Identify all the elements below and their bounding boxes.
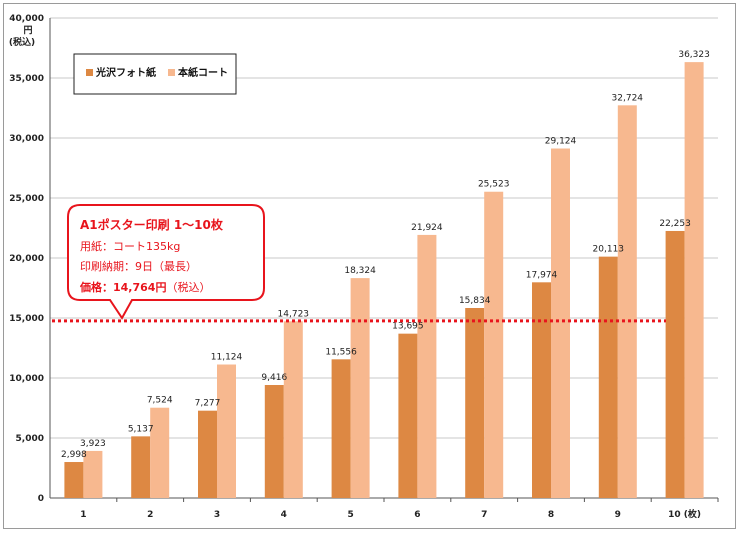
x-tick-label: 7 [481,510,487,520]
bar-coated-7 [484,191,504,498]
bar-glossy-9 [598,256,618,498]
x-tick-label: 3 [214,510,220,520]
callout-paper: 用紙：コート135kg [80,239,180,253]
callout-bubble [67,204,265,320]
data-label: 15,834 [459,296,491,306]
legend-swatch-glossy [86,69,93,76]
data-label: 5,137 [128,424,154,434]
y-tick-label: 30,000 [9,134,44,144]
data-label: 11,124 [211,353,243,363]
y-tick-label: 40,000 [9,14,44,24]
bar-glossy-4 [264,385,284,498]
data-label: 18,324 [344,266,376,276]
legend-label-coated: 本紙コート [178,66,228,79]
bar-glossy-2 [131,436,151,498]
bar-glossy-1 [64,462,84,498]
data-label: 36,323 [678,50,710,60]
y-tick-label: 10,000 [9,374,44,384]
legend-swatch-coated [168,69,175,76]
x-tick-label: 4 [281,510,287,520]
bar-glossy-10 [665,230,685,499]
bar-coated-2 [150,407,170,498]
x-tick-label: 8 [548,510,554,520]
legend-box [73,53,237,95]
bar-glossy-6 [398,333,418,498]
data-label: 14,723 [278,309,310,319]
data-label: 29,124 [545,137,577,147]
bar-glossy-7 [465,307,485,498]
data-label: 2,998 [61,450,87,460]
x-tick-label: 1 [80,510,86,520]
callout-price-value: 14,764円 [113,281,166,294]
bars [64,62,704,499]
callout-title: A1ポスター印刷 1～10枚 [80,217,224,232]
data-label: 3,923 [80,439,106,449]
bar-coated-10 [684,62,704,499]
bar-coated-9 [617,105,637,498]
y-tick-label: 0 [38,494,44,504]
data-label: 32,724 [612,93,644,103]
bar-glossy-3 [198,410,217,498]
annotation-callout: A1ポスター印刷 1～10枚 用紙：コート135kg 印刷納期：9日（最長） 価… [67,204,265,320]
data-label: 20,113 [593,245,625,255]
data-label: 7,524 [147,396,173,406]
y-unit-tax: (税込) [9,36,35,48]
y-tick-label: 15,000 [9,314,44,324]
data-label: 7,277 [195,399,221,409]
x-tick-label: 10 (枚) [668,508,701,520]
data-label: 21,924 [411,223,443,233]
bar-coated-5 [350,278,370,498]
y-tick-label: 35,000 [9,74,44,84]
bar-glossy-8 [532,282,551,498]
x-tick-label: 9 [615,510,621,520]
bar-coated-1 [83,450,103,498]
bar-coated-6 [417,234,437,499]
x-tick-label: 2 [147,510,153,520]
bar-coated-3 [217,364,236,498]
legend: 光沢フォト紙 本紙コート [73,53,237,95]
x-tick-label: 6 [414,510,420,520]
data-label: 22,253 [659,219,691,229]
callout-price-suffix: （税込） [166,280,210,294]
data-label: 25,523 [478,180,510,190]
callout-price-label: 価格： [79,280,113,294]
y-tick-label: 5,000 [16,434,44,444]
x-axis: 1 2 3 4 5 6 7 8 9 10 (枚) [80,498,719,520]
callout-delivery: 印刷納期：9日（最長） [80,260,197,273]
bar-coated-4 [283,321,303,498]
data-label: 9,416 [261,373,287,383]
y-tick-label: 20,000 [9,254,44,264]
y-tick-label: 25,000 [9,194,44,204]
data-label: 13,695 [392,322,424,332]
callout-price: 価格：14,764円（税込） [79,280,210,294]
x-tick-label: 5 [347,510,353,520]
legend-label-glossy: 光沢フォト紙 [95,66,156,79]
bar-glossy-5 [331,359,351,498]
y-unit-yen: 円 [23,25,32,36]
data-label: 11,556 [325,347,357,357]
bar-coated-8 [551,148,570,498]
data-label: 17,974 [526,270,558,280]
